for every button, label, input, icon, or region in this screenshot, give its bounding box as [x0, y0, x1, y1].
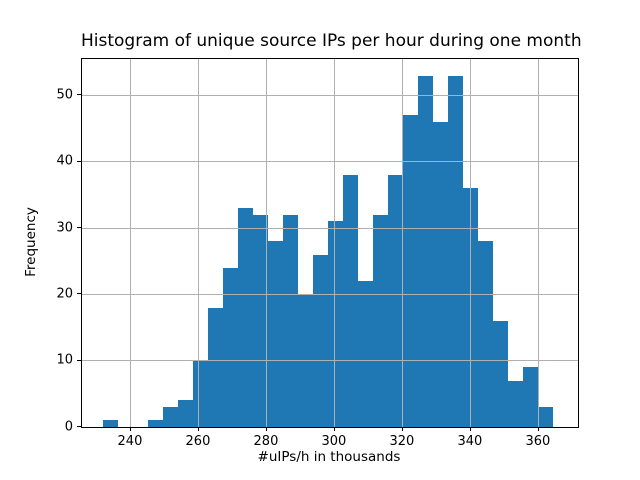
histogram-bar: [523, 367, 539, 427]
histogram-bar: [267, 241, 283, 427]
histogram-bar: [357, 281, 373, 427]
x-tick-label: 360: [525, 434, 551, 449]
histogram-bar: [207, 307, 223, 427]
x-axis-label: #uIPs/h in thousands: [257, 449, 401, 465]
gridline-vertical: [402, 59, 404, 427]
x-tick-label: 300: [321, 434, 347, 449]
y-tick-mark: [77, 160, 81, 162]
histogram-bar: [538, 407, 554, 427]
histogram-bar: [177, 400, 193, 427]
gridline-vertical: [334, 59, 336, 427]
y-tick-mark: [77, 293, 81, 295]
gridline-horizontal: [82, 293, 578, 295]
gridline-horizontal: [82, 360, 578, 362]
gridline-vertical: [266, 59, 268, 427]
y-tick-label: 10: [56, 352, 73, 368]
histogram-bar: [237, 208, 253, 427]
plot-area: [81, 58, 579, 428]
gridline-horizontal: [82, 161, 578, 163]
histogram-bar: [508, 380, 524, 427]
y-tick-mark: [77, 227, 81, 229]
grid-layer: [82, 59, 578, 427]
gridline-vertical: [470, 59, 472, 427]
gridline-vertical: [198, 59, 200, 427]
y-tick-mark: [77, 359, 81, 361]
histogram-bar: [327, 221, 343, 427]
x-tick-label: 320: [389, 434, 415, 449]
gridline-horizontal: [82, 227, 578, 229]
y-tick-label: 0: [64, 419, 73, 434]
histogram-bar: [388, 175, 404, 427]
histogram-bar: [252, 214, 268, 427]
y-tick-label: 20: [56, 286, 73, 302]
histogram-bar: [222, 267, 238, 427]
chart-title: Histogram of unique source IPs per hour …: [81, 31, 582, 51]
gridline-vertical: [130, 59, 132, 427]
histogram-bar: [282, 214, 298, 427]
y-axis-label: Frequency: [22, 207, 39, 277]
y-tick-mark: [77, 94, 81, 96]
x-tick-label: 240: [117, 434, 143, 449]
x-tick-mark: [401, 427, 403, 431]
x-tick-mark: [537, 427, 539, 431]
histogram-bar: [373, 214, 388, 427]
gridline-vertical: [538, 59, 540, 427]
x-tick-mark: [129, 427, 131, 431]
x-tick-mark: [333, 427, 335, 431]
y-tick-label: 50: [56, 87, 73, 103]
histogram-bar: [342, 175, 358, 427]
histogram-bar: [192, 360, 208, 427]
histogram-bar: [418, 75, 434, 427]
x-tick-label: 340: [457, 434, 483, 449]
y-tick-label: 40: [56, 153, 73, 169]
histogram-bar: [403, 115, 419, 427]
y-tick-mark: [77, 426, 81, 427]
x-tick-mark: [469, 427, 471, 431]
x-tick-label: 260: [185, 434, 211, 449]
histogram-bar: [493, 320, 509, 427]
gridline-horizontal: [82, 94, 578, 96]
x-tick-label: 280: [253, 434, 279, 449]
bars-layer: [82, 59, 578, 427]
histogram-bar: [448, 75, 464, 427]
x-tick-mark: [265, 427, 267, 431]
histogram-bar: [478, 241, 494, 427]
histogram-bar: [147, 420, 163, 427]
histogram-bar: [312, 254, 328, 427]
histogram-bar: [162, 407, 178, 427]
x-tick-mark: [197, 427, 199, 431]
y-tick-label: 30: [56, 220, 73, 236]
histogram-bar: [102, 420, 118, 427]
histogram-bar: [433, 122, 449, 427]
